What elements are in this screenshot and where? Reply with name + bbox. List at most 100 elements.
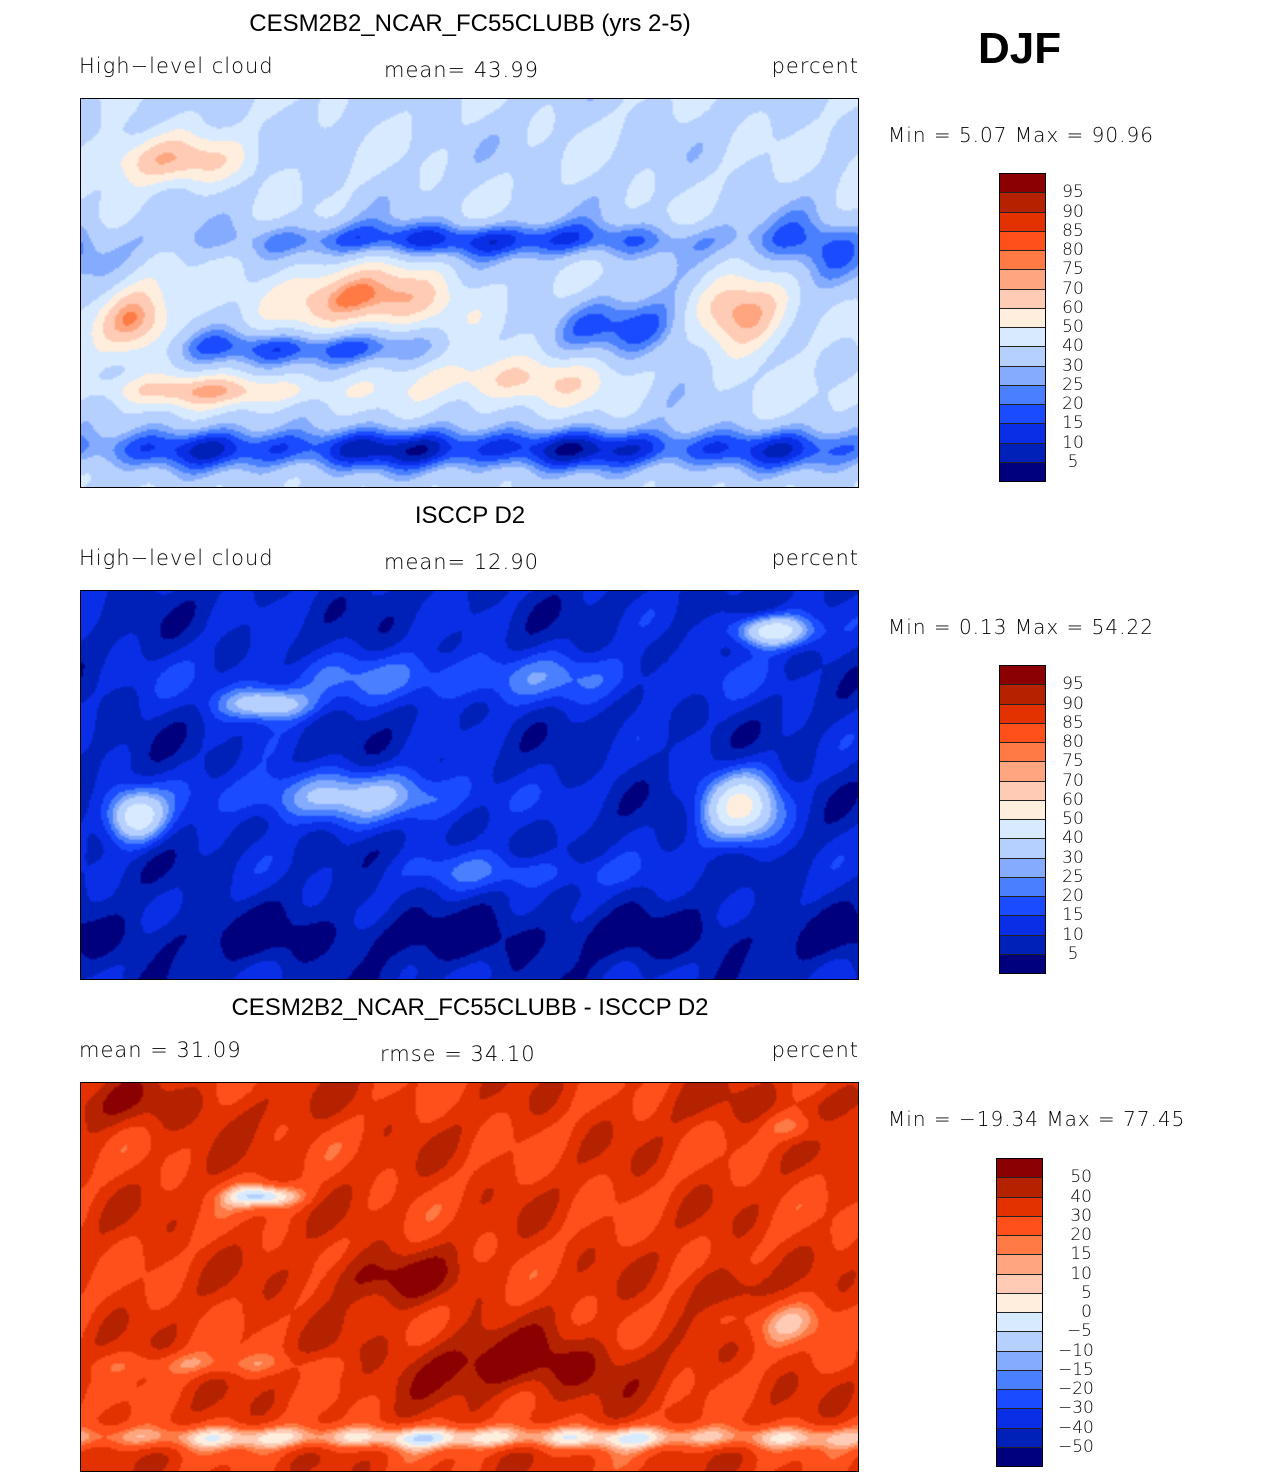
colorbar-box [997, 1313, 1042, 1333]
colorbar-box [997, 1197, 1042, 1217]
colorbar-tick-label: −5 [1066, 1321, 1092, 1342]
contour-map-0 [80, 98, 859, 488]
colorbar [999, 173, 1046, 482]
colorbar-tick-label: 0 [1081, 1302, 1092, 1322]
colorbar-box [997, 1159, 1042, 1179]
colorbar-box [1000, 762, 1045, 782]
colorbar-tick-label: −15 [1058, 1359, 1094, 1380]
colorbar-box [1000, 858, 1045, 878]
contour-field [81, 99, 858, 487]
colorbar-box [1000, 385, 1045, 405]
colorbar-box [1000, 270, 1045, 290]
colorbar-box [1000, 820, 1045, 840]
colorbar-box [1000, 877, 1045, 897]
colorbar-box [997, 1351, 1042, 1371]
colorbar-tick-label: 95 [1062, 182, 1084, 203]
colorbar-box [1000, 289, 1045, 309]
panel-title: ISCCP D2 [414, 502, 526, 529]
colorbar-tick-label: 85 [1062, 220, 1084, 241]
colorbar-tick-label: 75 [1062, 259, 1084, 280]
colorbar-tick-label: −20 [1058, 1379, 1094, 1399]
colorbar-tick-label: 60 [1062, 789, 1084, 810]
panel-title: CESM2B2_NCAR_FC55CLUBB - ISCCP D2 [231, 994, 709, 1021]
colorbar-box [1000, 174, 1045, 194]
colorbar-box [997, 1332, 1042, 1352]
colorbar-tick-label: 20 [1062, 394, 1084, 414]
colorbar-box [997, 1409, 1042, 1429]
panel-left-label: High−level cloud [79, 546, 274, 570]
colorbar-box [1000, 897, 1045, 917]
colorbar-tick-label: −30 [1058, 1398, 1094, 1419]
colorbar-box [997, 1428, 1042, 1448]
colorbar-tick-label: 20 [1062, 886, 1084, 906]
colorbar-tick-label: 90 [1062, 693, 1084, 714]
colorbar-tick-label: 30 [1070, 1205, 1092, 1226]
panel-center-label: mean= 43.99 [384, 58, 539, 82]
colorbar-tick-label: 80 [1062, 732, 1084, 752]
colorbar-tick-label: 50 [1062, 809, 1084, 829]
colorbar-box [1000, 308, 1045, 328]
colorbar-tick-label: 5 [1067, 943, 1079, 964]
colorbar [999, 665, 1046, 974]
colorbar-box [1000, 685, 1045, 705]
panel-left-label: mean = 31.09 [79, 1038, 242, 1062]
colorbar-box [997, 1255, 1042, 1275]
colorbar-box [1000, 954, 1045, 973]
panel-units-label: percent [771, 546, 859, 570]
colorbar-tick-label: 85 [1062, 712, 1084, 733]
colorbar-tick-label: −40 [1058, 1417, 1094, 1438]
colorbar-tick-label: 40 [1070, 1186, 1092, 1207]
colorbar-tick-label: 60 [1062, 297, 1084, 318]
colorbar-tick-label: 5 [1067, 451, 1079, 472]
colorbar-box [1000, 781, 1045, 801]
colorbar-box [1000, 462, 1045, 481]
panel-center-label: rmse = 34.10 [380, 1042, 536, 1066]
colorbar-tick-label: 10 [1062, 432, 1084, 453]
colorbar-tick-label: 50 [1062, 317, 1084, 337]
colorbar-tick-label: 40 [1062, 336, 1084, 357]
colorbar-box [997, 1178, 1042, 1198]
colorbar-tick-label: 30 [1062, 355, 1084, 376]
panel-center-label: mean= 12.90 [384, 550, 539, 574]
colorbar-box [1000, 251, 1045, 271]
season-label: DJF [978, 24, 1062, 73]
colorbar-tick-label: 30 [1062, 847, 1084, 868]
colorbar-tick-label: 90 [1062, 201, 1084, 222]
colorbar-tick-label: 15 [1062, 905, 1084, 926]
colorbar-box [997, 1293, 1042, 1313]
colorbar-tick-label: 50 [1070, 1167, 1092, 1188]
colorbar-tick-label: 15 [1062, 413, 1084, 434]
colorbar-box [1000, 212, 1045, 232]
colorbar-box [997, 1370, 1042, 1390]
colorbar-box [997, 1236, 1042, 1256]
colorbar-box [1000, 743, 1045, 763]
colorbar [996, 1158, 1043, 1467]
panel-min-max: Min = 5.07 Max = 90.96 [888, 123, 1154, 147]
colorbar-tick-label: 70 [1062, 770, 1084, 791]
colorbar-box [1000, 328, 1045, 348]
colorbar-box [1000, 839, 1045, 859]
panel-title: CESM2B2_NCAR_FC55CLUBB (yrs 2-5) [249, 10, 691, 37]
colorbar-box [1000, 704, 1045, 724]
colorbar-box [1000, 347, 1045, 367]
colorbar-tick-label: 5 [1081, 1282, 1092, 1303]
colorbar-box [1000, 366, 1045, 386]
colorbar-tick-label: −50 [1058, 1436, 1094, 1457]
colorbar-tick-label: 70 [1062, 278, 1084, 299]
colorbar-box [1000, 193, 1045, 213]
colorbar-tick-label: 10 [1070, 1263, 1092, 1284]
colorbar-box [1000, 935, 1045, 955]
contour-field [81, 591, 858, 979]
contour-map-2 [80, 1082, 859, 1472]
colorbar-box [997, 1274, 1042, 1294]
colorbar-box [997, 1390, 1042, 1410]
colorbar-box [1000, 800, 1045, 820]
panel-units-label: percent [771, 54, 859, 78]
contour-field [81, 1083, 858, 1471]
panel-min-max: Min = −19.34 Max = 77.45 [888, 1107, 1186, 1131]
colorbar-box [1000, 405, 1045, 425]
contour-map-1 [80, 590, 859, 980]
colorbar-tick-label: 40 [1062, 828, 1084, 849]
colorbar-box [1000, 723, 1045, 743]
colorbar-tick-label: 10 [1062, 924, 1084, 945]
